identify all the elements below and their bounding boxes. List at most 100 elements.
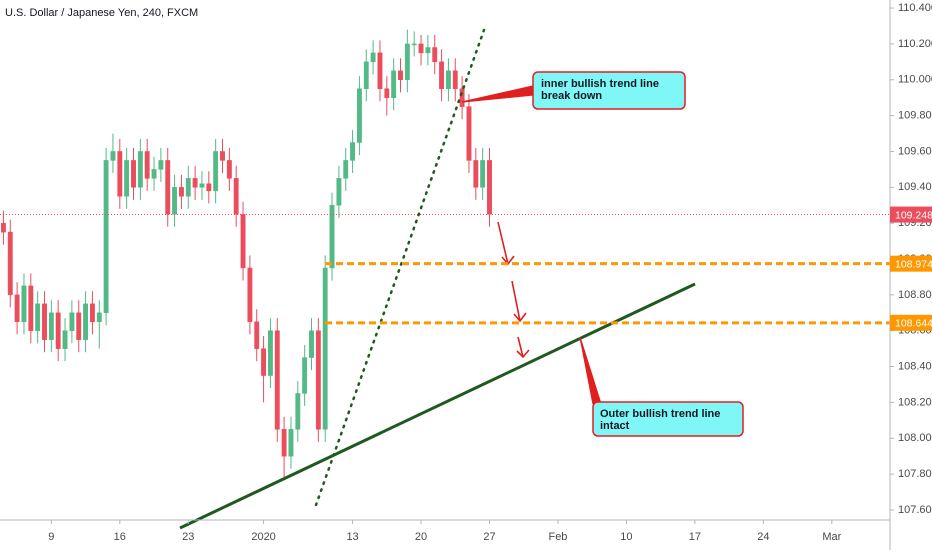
candle-body [480,160,486,188]
candle-body [220,151,225,161]
x-tick-label: 20 [415,531,427,543]
candle-body [28,285,34,331]
candle-body [247,267,253,323]
level-label: 108.974 [895,258,932,270]
candle-body [439,61,445,89]
candle-body [418,43,424,54]
x-tick-label: 10 [620,531,632,543]
candle-body [62,330,68,349]
x-tick-label: 23 [182,531,194,543]
callout-box [532,71,686,110]
candle-body [350,142,356,161]
y-tick-label: 107.600 [898,504,932,516]
candle-body [55,312,61,349]
candle-body [309,330,314,358]
callout-box [592,401,744,437]
x-tick-label: 24 [757,531,769,543]
candle-body [144,151,150,179]
candle-body [178,187,184,197]
level-label-box [890,314,932,331]
candle-body [404,43,410,81]
chart-title: U.S. Dollar / Japanese Yen, 240, FXCM [5,7,198,19]
outer-trend-line [179,282,696,530]
candle-body [89,303,95,323]
callout-pointer [461,85,534,103]
candle-body [363,61,369,89]
candle-body [445,70,451,89]
candle-body [158,160,164,170]
y-tick-label: 107.800 [898,468,932,480]
x-tick-label: 17 [689,531,701,543]
candle-body [14,294,20,323]
candle-body [329,204,335,269]
candle-body [151,169,157,179]
candle-body [459,88,465,107]
candle-body [199,183,205,188]
candle-body [124,160,130,197]
candle-body [117,151,123,197]
candle-body [315,330,321,430]
x-tick-label: 27 [483,531,495,543]
candle-body [83,303,89,340]
candle-body [0,222,6,233]
candle-body [96,312,102,323]
callout-text: inner bullish trend line [541,78,659,90]
candle-body [466,106,472,161]
candle-body [254,321,260,349]
candle-body [302,357,308,394]
candle-body [76,312,82,340]
candle-body [487,160,492,215]
candle-body [432,47,438,63]
x-tick-label: 13 [346,531,358,543]
y-tick-label: 110.200 [898,38,932,50]
level-label: 108.644 [895,318,932,330]
y-tick-label: 110.000 [898,74,932,86]
candle-body [165,160,171,215]
candle-body [213,151,219,192]
plot-area [0,29,890,478]
candle-body [473,160,479,188]
inner-trend-line [314,28,486,507]
candle-body [192,178,198,188]
candle-body [21,285,27,323]
candle-body [295,393,301,430]
x-tick-label: Mar [822,531,841,543]
y-tick-label: 110.400 [898,2,932,14]
candle-body [288,429,294,457]
candle-body [281,429,287,457]
candle-body [370,52,376,63]
arrow [511,280,527,323]
x-tick-label: 16 [114,531,126,543]
y-tick-label: 108.000 [898,432,932,444]
candle-body [356,88,362,143]
y-tick-label: 109.800 [898,110,932,122]
candle-body [343,160,349,179]
candle-body [377,52,383,89]
y-tick-label: 108.800 [898,289,932,301]
candle-body [137,151,143,188]
candle-body [48,312,54,340]
candle-body [131,160,136,188]
x-tick-label: Feb [548,531,567,543]
candle-body [336,178,342,206]
candle-body [411,43,417,46]
candle-body [398,70,403,81]
y-tick-label: 109.400 [898,181,932,193]
candle-body [384,88,390,98]
last-price-box [890,206,932,223]
candle-body [322,267,328,430]
candle-body [425,47,431,54]
callout-pointer [579,336,602,405]
candle-body [267,330,273,376]
y-tick-label: 109.600 [898,145,932,157]
level-label-box [890,255,932,272]
y-tick-label: 108.200 [898,396,932,408]
candle-body [42,303,47,340]
candle-body [226,160,232,179]
candle-body [240,213,246,269]
last-price-label: 109.248 [895,209,932,221]
